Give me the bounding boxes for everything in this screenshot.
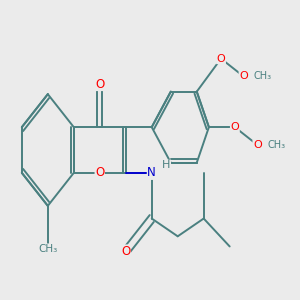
Text: O: O	[239, 71, 248, 81]
Text: CH₃: CH₃	[254, 71, 272, 81]
Text: O: O	[95, 77, 104, 91]
Text: O: O	[253, 140, 262, 150]
Text: H: H	[162, 160, 170, 170]
Text: O: O	[95, 166, 104, 179]
Text: N: N	[147, 166, 156, 179]
Text: O: O	[121, 245, 130, 258]
Text: O: O	[230, 122, 239, 132]
Text: CH₃: CH₃	[268, 140, 286, 150]
Text: CH₃: CH₃	[38, 244, 57, 254]
Text: O: O	[217, 54, 225, 64]
